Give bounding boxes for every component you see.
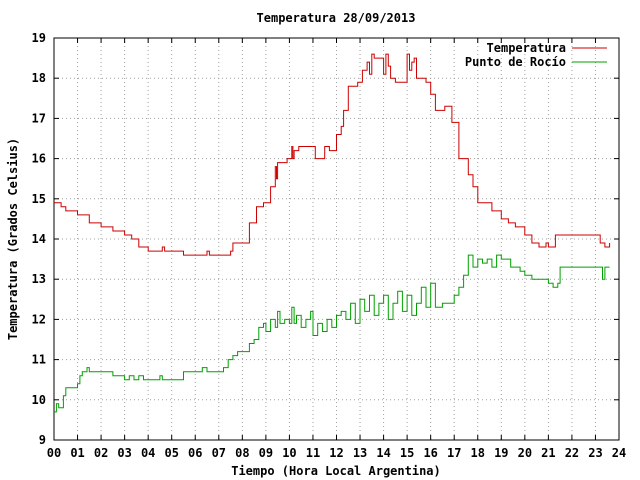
x-tick-label: 10 [282, 446, 296, 460]
y-tick-label: 15 [32, 192, 46, 206]
x-tick-label: 07 [212, 446, 226, 460]
x-tick-label: 13 [353, 446, 367, 460]
y-tick-label: 9 [39, 433, 46, 447]
y-tick-label: 11 [32, 353, 46, 367]
legend-label-temperatura: Temperatura [487, 41, 566, 55]
x-tick-label: 19 [494, 446, 508, 460]
y-tick-label: 17 [32, 111, 46, 125]
x-axis-label: Tiempo (Hora Local Argentina) [231, 464, 441, 478]
x-tick-label: 02 [94, 446, 108, 460]
x-tick-label: 06 [188, 446, 202, 460]
x-tick-label: 01 [70, 446, 84, 460]
x-tick-label: 09 [259, 446, 273, 460]
y-tick-label: 12 [32, 312, 46, 326]
x-tick-label: 03 [117, 446, 131, 460]
legend: Temperatura Punto de Rocío [465, 41, 607, 69]
x-tick-label: 17 [447, 446, 461, 460]
series-layer [54, 53, 611, 413]
x-tick-label: 11 [306, 446, 320, 460]
y-tick-label: 16 [32, 152, 46, 166]
x-tick-label: 23 [588, 446, 602, 460]
x-tick-label: 12 [329, 446, 343, 460]
y-tick-label: 19 [32, 31, 46, 45]
x-tick-label: 18 [471, 446, 485, 460]
x-tick-label: 15 [400, 446, 414, 460]
x-tick-label: 00 [47, 446, 61, 460]
x-tick-label: 22 [565, 446, 579, 460]
x-tick-label: 08 [235, 446, 249, 460]
x-tick-label: 14 [376, 446, 390, 460]
y-tick-label: 18 [32, 71, 46, 85]
x-tick-label: 16 [423, 446, 437, 460]
y-axis-label: Temperatura (Grados Celsius) [6, 138, 20, 340]
y-tick-label: 13 [32, 272, 46, 286]
grid [54, 38, 619, 440]
series-line-punto-de-rocio [54, 254, 610, 413]
chart-title: Temperatura 28/09/2013 [257, 11, 416, 25]
axis-ticks: 00 01 02 03 04 05 06 07 08 09 10 11 12 13 14 15 16 17 18 19… [32, 31, 627, 460]
x-tick-label: 04 [141, 446, 155, 460]
x-tick-label: 21 [541, 446, 555, 460]
legend-label-punto-de-rocio: Punto de Rocío [465, 55, 566, 69]
y-tick-label: 14 [32, 232, 46, 246]
x-tick-label: 05 [164, 446, 178, 460]
x-tick-label: 24 [612, 446, 626, 460]
y-tick-label: 10 [32, 393, 46, 407]
x-tick-label: 20 [518, 446, 532, 460]
series-line-temperatura [54, 53, 611, 256]
